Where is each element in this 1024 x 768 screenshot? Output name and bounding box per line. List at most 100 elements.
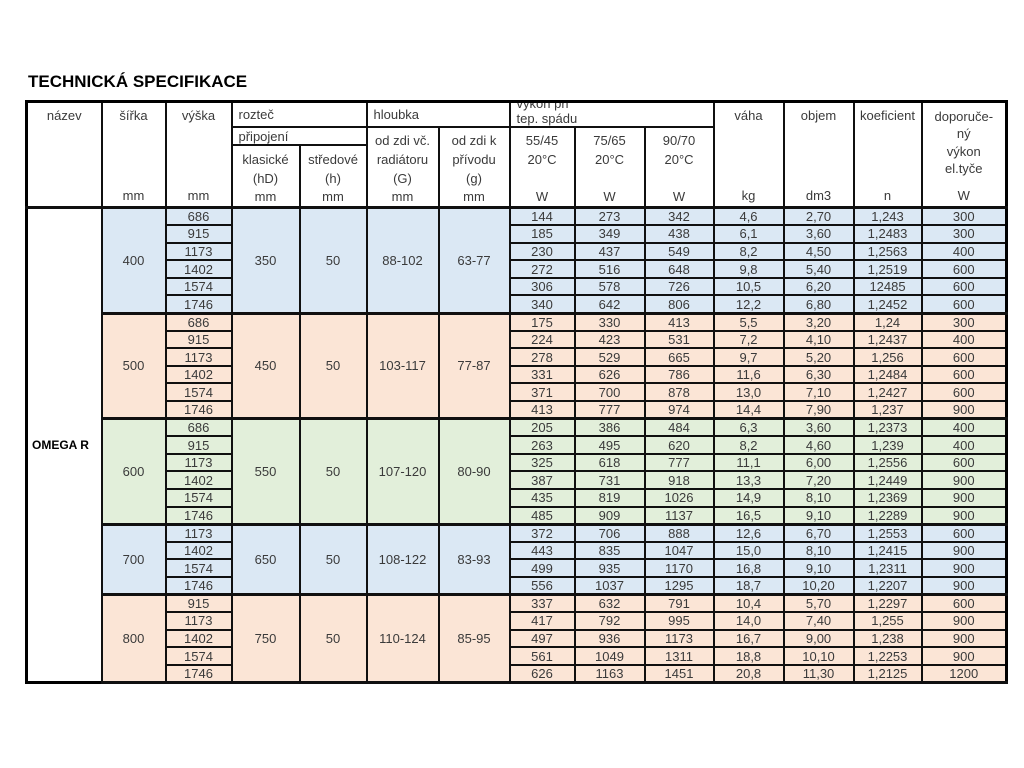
cell-power-55-45: 337 xyxy=(508,593,576,614)
cell-coefficient: 12485 xyxy=(852,276,923,297)
cell-weight: 14,4 xyxy=(712,400,785,421)
cell-power-75-65: 777 xyxy=(573,400,646,421)
cell-weight: 13,3 xyxy=(712,470,785,490)
cell-volume: 6,70 xyxy=(782,523,855,543)
cell-volume: 10,10 xyxy=(782,646,855,666)
cell-el-rod-power: 900 xyxy=(920,628,1008,649)
cell-power-55-45: 417 xyxy=(508,611,576,631)
cell-volume: 2,70 xyxy=(782,206,855,227)
cell-el-rod-power: 600 xyxy=(920,452,1008,473)
cell-height: 1746 xyxy=(164,400,233,421)
cell-power-75-65: 618 xyxy=(573,452,646,473)
cell-el-rod-power: 900 xyxy=(920,488,1008,508)
cell-power-90-70: 888 xyxy=(643,523,715,543)
cell-el-rod-power: 400 xyxy=(920,329,1008,350)
cell-depth-g: 83-93 xyxy=(437,523,511,597)
header-temp-55-45: 55/45 20°C W xyxy=(508,126,576,209)
cell-power-55-45: 144 xyxy=(508,206,576,227)
header-vaha: váha kg xyxy=(712,100,785,209)
cell-weight: 16,5 xyxy=(712,505,785,526)
cell-depth-G: 103-117 xyxy=(365,312,440,421)
cell-volume: 7,40 xyxy=(782,611,855,631)
cell-height: 1173 xyxy=(164,523,233,543)
product-name-cell: OMEGA R xyxy=(25,206,103,684)
cell-coefficient: 1,2297 xyxy=(852,593,923,614)
cell-power-55-45: 556 xyxy=(508,575,576,597)
cell-el-rod-power: 900 xyxy=(920,470,1008,490)
cell-power-55-45: 306 xyxy=(508,276,576,297)
cell-power-55-45: 230 xyxy=(508,241,576,262)
cell-weight: 12,6 xyxy=(712,523,785,543)
cell-pitch-classic: 650 xyxy=(230,523,301,597)
cell-el-rod-power: 900 xyxy=(920,646,1008,666)
cell-volume: 5,40 xyxy=(782,259,855,279)
cell-volume: 4,10 xyxy=(782,329,855,350)
cell-power-75-65: 706 xyxy=(573,523,646,543)
cell-height: 915 xyxy=(164,224,233,244)
cell-power-75-65: 437 xyxy=(573,241,646,262)
cell-volume: 4,50 xyxy=(782,241,855,262)
cell-el-rod-power: 600 xyxy=(920,382,1008,403)
cell-weight: 13,0 xyxy=(712,382,785,403)
cell-height: 1574 xyxy=(164,488,233,508)
cell-height: 1173 xyxy=(164,452,233,473)
cell-weight: 16,7 xyxy=(712,628,785,649)
cell-power-90-70: 777 xyxy=(643,452,715,473)
cell-power-55-45: 626 xyxy=(508,663,576,684)
cell-power-75-65: 578 xyxy=(573,276,646,297)
header-depth-G: od zdi vč. radiátoru (G) mm xyxy=(365,126,440,209)
cell-weight: 7,2 xyxy=(712,329,785,350)
cell-power-75-65: 516 xyxy=(573,259,646,279)
cell-height: 686 xyxy=(164,206,233,227)
cell-height: 1173 xyxy=(164,347,233,367)
cell-power-55-45: 325 xyxy=(508,452,576,473)
cell-el-rod-power: 900 xyxy=(920,575,1008,597)
cell-weight: 14,9 xyxy=(712,488,785,508)
cell-volume: 3,60 xyxy=(782,224,855,244)
cell-power-55-45: 272 xyxy=(508,259,576,279)
cell-weight: 18,7 xyxy=(712,575,785,597)
cell-height: 1402 xyxy=(164,259,233,279)
cell-coefficient: 1,2253 xyxy=(852,646,923,666)
cell-coefficient: 1,2437 xyxy=(852,329,923,350)
header-hloubka: hloubka xyxy=(365,100,511,128)
cell-power-55-45: 387 xyxy=(508,470,576,490)
cell-height: 1402 xyxy=(164,540,233,561)
cell-power-90-70: 726 xyxy=(643,276,715,297)
cell-power-55-45: 443 xyxy=(508,540,576,561)
cell-pitch-central: 50 xyxy=(298,417,368,526)
cell-coefficient: 1,2369 xyxy=(852,488,923,508)
cell-power-90-70: 665 xyxy=(643,347,715,367)
cell-power-90-70: 806 xyxy=(643,294,715,315)
cell-el-rod-power: 300 xyxy=(920,224,1008,244)
cell-volume: 7,10 xyxy=(782,382,855,403)
spec-table-header: název šířka mm výška mm rozteč hloubka výk… xyxy=(25,100,1008,210)
cell-volume: 6,80 xyxy=(782,294,855,315)
cell-power-90-70: 1451 xyxy=(643,663,715,684)
cell-coefficient: 1,2415 xyxy=(852,540,923,561)
cell-power-55-45: 263 xyxy=(508,435,576,455)
cell-volume: 8,10 xyxy=(782,488,855,508)
cell-el-rod-power: 900 xyxy=(920,400,1008,421)
cell-power-90-70: 620 xyxy=(643,435,715,455)
cell-weight: 11,1 xyxy=(712,452,785,473)
cell-height: 915 xyxy=(164,329,233,350)
cell-pitch-central: 50 xyxy=(298,593,368,685)
cell-coefficient: 1,238 xyxy=(852,628,923,649)
cell-volume: 11,30 xyxy=(782,663,855,684)
cell-volume: 7,20 xyxy=(782,470,855,490)
cell-power-90-70: 878 xyxy=(643,382,715,403)
header-vykon: výkon při tep. spádu xyxy=(508,100,715,128)
cell-height: 1173 xyxy=(164,611,233,631)
cell-depth-g: 85-95 xyxy=(437,593,511,685)
cell-depth-g: 63-77 xyxy=(437,206,511,315)
cell-weight: 9,8 xyxy=(712,259,785,279)
cell-volume: 4,60 xyxy=(782,435,855,455)
header-vyska: výška mm xyxy=(164,100,233,209)
cell-height: 1574 xyxy=(164,558,233,578)
cell-power-90-70: 1311 xyxy=(643,646,715,666)
cell-coefficient: 1,2373 xyxy=(852,417,923,438)
cell-power-55-45: 435 xyxy=(508,488,576,508)
cell-weight: 16,8 xyxy=(712,558,785,578)
header-roztec: rozteč xyxy=(230,100,368,128)
